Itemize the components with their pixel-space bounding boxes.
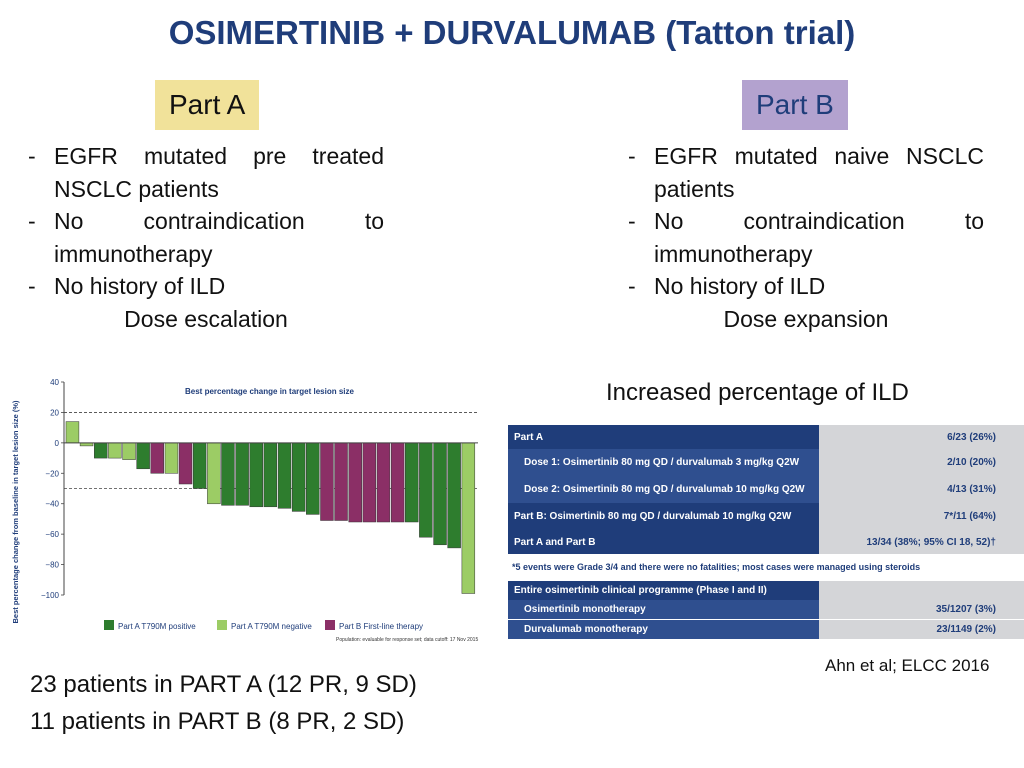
table-row: Dose 1: Osimertinib 80 mg QD / durvaluma… [508, 449, 1024, 476]
criteria-item-cont: immunotherapy [654, 240, 813, 267]
part-b-criteria: EGFR mutated naive NSCLC patients No con… [628, 140, 984, 335]
y-tick-label: 20 [50, 408, 59, 417]
patients-summary: 23 patients in PART A (12 PR, 9 SD) 11 p… [30, 666, 417, 740]
y-tick-label: −80 [45, 561, 59, 570]
bar [362, 442, 377, 523]
bar [122, 442, 136, 460]
bar [136, 442, 150, 470]
legend-label: Part A T790M positive [118, 622, 196, 631]
legend-swatch [217, 620, 227, 630]
table-cell-label: Dose 2: Osimertinib 80 mg QD / durvaluma… [508, 476, 819, 503]
citation: Ahn et al; ELCC 2016 [825, 656, 990, 675]
bar [334, 442, 348, 521]
bar [447, 442, 461, 549]
patients-part-b: 11 patients in PART B (8 PR, 2 SD) [30, 708, 405, 735]
legend-label: Part A T790M negative [231, 622, 312, 631]
table-cell-value: 6/23 (26%) [819, 425, 1024, 449]
bar [419, 442, 433, 538]
bar [376, 442, 391, 523]
bar [108, 442, 122, 459]
criteria-item: EGFR mutated pre treated [28, 140, 384, 173]
criteria-item-cont: NSCLC patients [54, 175, 219, 202]
page-title: OSIMERTINIB + DURVALUMAB (Tatton trial) [168, 14, 856, 51]
y-tick-label: −60 [45, 530, 59, 539]
part-b-label: Part B [742, 80, 848, 130]
table-cell-value: 2/10 (20%) [819, 449, 1024, 476]
bar [192, 442, 207, 489]
y-tick-label: −40 [45, 500, 59, 509]
bar [235, 442, 249, 506]
bar [405, 442, 419, 523]
table-cell-label: Part A [508, 425, 819, 449]
waterfall-chart: 40 20 0 −20 −40 −60 −80 −100 Best percentage ch… [11, 378, 478, 643]
bar [461, 442, 476, 594]
table-row: Dose 2: Osimertinib 80 mg QD / durvaluma… [508, 476, 1024, 503]
bar [94, 442, 108, 459]
bar [320, 442, 334, 521]
bar [178, 442, 193, 485]
y-tick-label: −20 [45, 469, 59, 478]
bar [291, 442, 306, 512]
bar [277, 442, 292, 509]
legend-swatch [104, 620, 114, 630]
table-cell-value: 23/1149 (2%) [819, 620, 1024, 639]
legend-label: Part B First-line therapy [339, 622, 423, 631]
criteria-item: No contraindication to [28, 205, 384, 238]
table-cell-label: Durvalumab monotherapy [508, 620, 819, 639]
bar [164, 442, 179, 474]
bar [390, 442, 405, 523]
table-cell-value [819, 581, 1024, 600]
y-tick-label: −100 [41, 591, 60, 600]
table-row: Part A 6/23 (26%) [508, 425, 1024, 449]
table-cell-label: Entire osimertinib clinical programme (P… [508, 581, 819, 600]
table-cell-label: Part A and Part B [508, 530, 819, 554]
criteria-item-cont: immunotherapy [54, 240, 213, 267]
criteria-item: No history of ILD [28, 270, 384, 303]
criteria-item: No contraindication to [628, 205, 984, 238]
y-tick-label: 40 [50, 378, 59, 387]
patients-part-a: 23 patients in PART A (12 PR, 9 SD) [30, 671, 417, 698]
table-cell-label: Part B: Osimertinib 80 mg QD / durvaluma… [508, 503, 819, 530]
table-cell-value: 13/34 (38%; 95% CI 18, 52)† [819, 530, 1024, 554]
table-row: Part A and Part B 13/34 (38%; 95% CI 18, … [508, 530, 1024, 554]
chart-footnote: Population: evaluable for response set; … [336, 637, 478, 643]
table-cell-value: 4/13 (31%) [819, 476, 1024, 503]
chart-title: Best percentage change in target lesion … [185, 387, 354, 396]
bar [150, 442, 164, 474]
table-cell-value: 7*/11 (64%) [819, 503, 1024, 530]
criteria-item-cont: patients [654, 175, 735, 202]
legend-swatch [325, 620, 335, 630]
table-row: Part B: Osimertinib 80 mg QD / durvaluma… [508, 503, 1024, 530]
table-cell-value: 35/1207 (3%) [819, 600, 1024, 619]
table-row: Entire osimertinib clinical programme (P… [508, 581, 1024, 600]
bar [221, 442, 235, 506]
table-row: Durvalumab monotherapy 23/1149 (2%) [508, 620, 1024, 639]
table-cell-label: Dose 1: Osimertinib 80 mg QD / durvaluma… [508, 449, 819, 476]
bar [207, 442, 221, 505]
bar [263, 442, 278, 508]
part-b-phase: Dose expansion [723, 305, 889, 332]
bar [249, 442, 263, 508]
table-cell-label: Osimertinib monotherapy [508, 600, 819, 619]
criteria-item: EGFR mutated naive NSCLC [628, 140, 984, 173]
bar [433, 442, 447, 546]
part-a-phase: Dose escalation [124, 305, 288, 332]
part-a-label: Part A [155, 80, 260, 130]
bar [348, 442, 362, 523]
y-axis-label: Best percentage change from baseline in … [11, 400, 20, 623]
table-row: Osimertinib monotherapy 35/1207 (3%) [508, 600, 1024, 619]
ild-title: Increased percentage of ILD [606, 379, 909, 406]
criteria-item: No history of ILD [628, 270, 984, 303]
bar [65, 421, 80, 444]
part-a-criteria: EGFR mutated pre treated NSCLC patients … [28, 140, 384, 335]
table-footnote: *5 events were Grade 3/4 and there were … [512, 562, 921, 572]
y-tick-label: 0 [55, 439, 60, 448]
bar [306, 442, 320, 515]
